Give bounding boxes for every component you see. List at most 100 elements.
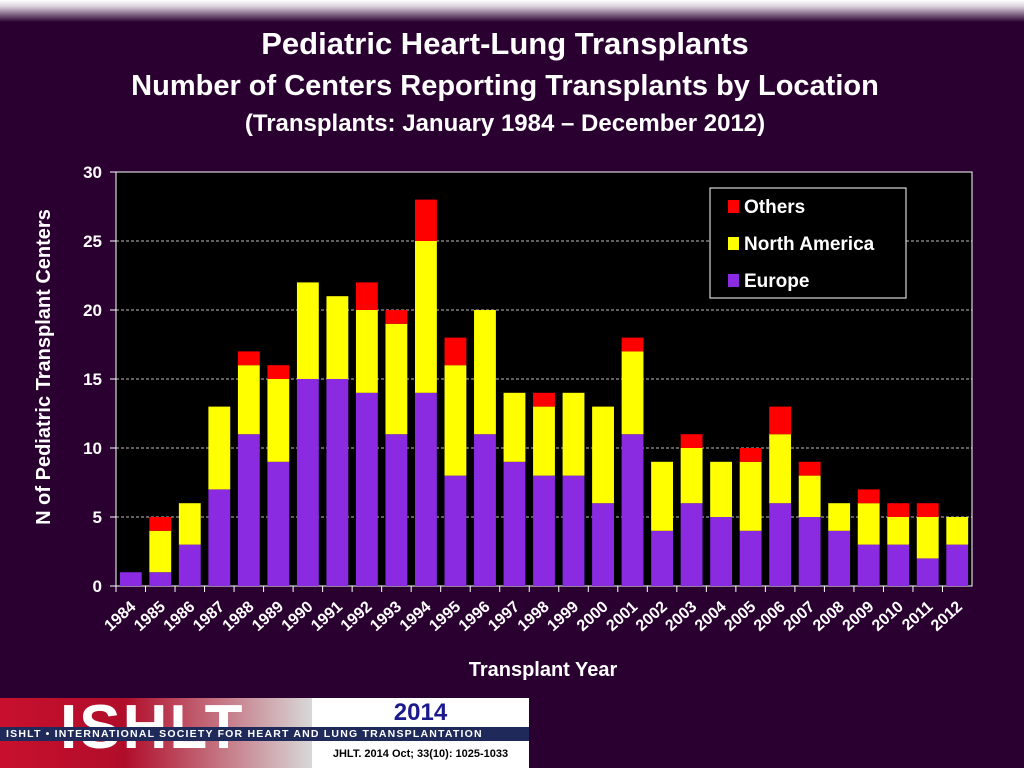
bar-others-1985 — [149, 517, 172, 531]
bar-europe-2004 — [710, 517, 733, 586]
bar-others-1998 — [533, 392, 555, 407]
bar-north-america-2000 — [592, 406, 614, 504]
bar-europe-1985 — [149, 572, 172, 586]
x-tick-label: 1987 — [190, 598, 228, 635]
bar-others-2001 — [621, 337, 644, 352]
bar-others-2010 — [887, 503, 910, 517]
bar-north-america-1987 — [208, 406, 231, 490]
bar-europe-2008 — [828, 530, 851, 586]
bar-others-1988 — [237, 351, 260, 366]
bar-north-america-1988 — [237, 365, 260, 435]
x-tick-label: 1993 — [367, 598, 405, 635]
bar-north-america-1985 — [149, 530, 172, 573]
x-tick-label: 1991 — [308, 598, 346, 635]
chart-date-range: (Transplants: January 1984 – December 20… — [244, 110, 766, 137]
bar-north-america-2011 — [916, 517, 939, 559]
bar-others-2011 — [916, 503, 939, 517]
x-tick-label: 1998 — [515, 598, 553, 635]
x-tick-label: 1997 — [485, 598, 523, 635]
bar-others-2007 — [798, 461, 821, 476]
bar-others-1992 — [355, 282, 378, 310]
bar-north-america-2008 — [828, 503, 851, 531]
bar-north-america-2004 — [710, 461, 733, 517]
citation: JHLT. 2014 Oct; 33(10): 1025-1033 — [332, 748, 509, 760]
organization-strip: ISHLT • INTERNATIONAL SOCIETY FOR HEART … — [0, 727, 529, 741]
bar-others-1993 — [385, 310, 408, 324]
bar-north-america-1986 — [178, 503, 201, 545]
bar-north-america-1989 — [267, 379, 290, 462]
x-tick-label: 2009 — [840, 598, 878, 635]
x-tick-label: 1994 — [397, 598, 435, 635]
bar-others-2003 — [680, 434, 703, 448]
bar-north-america-2005 — [739, 461, 762, 531]
bar-europe-1999 — [562, 475, 585, 586]
bar-north-america-1994 — [415, 241, 437, 393]
y-tick-label: 5 — [93, 508, 102, 527]
legend-swatch-north-america — [728, 237, 739, 250]
x-tick-label: 2007 — [781, 598, 819, 635]
bar-europe-2007 — [798, 517, 821, 586]
legend-label-others: Others — [744, 197, 805, 218]
bar-europe-2000 — [592, 503, 614, 586]
x-tick-label: 1988 — [220, 598, 258, 635]
bar-north-america-1995 — [444, 365, 467, 476]
x-tick-label: 1990 — [279, 598, 317, 635]
bar-north-america-1992 — [355, 310, 378, 393]
bar-north-america-2012 — [946, 517, 969, 545]
x-tick-label: 1992 — [338, 598, 376, 635]
x-tick-label: 2004 — [692, 598, 730, 635]
bar-north-america-1998 — [533, 406, 555, 476]
bar-europe-1984 — [119, 572, 142, 586]
x-tick-label: 2001 — [603, 598, 641, 635]
bar-others-2005 — [739, 448, 762, 462]
bar-europe-1994 — [415, 392, 437, 586]
x-tick-label: 1999 — [544, 598, 582, 635]
bar-north-america-1991 — [326, 296, 349, 379]
y-tick-label: 0 — [93, 577, 102, 596]
top-gradient-band — [0, 0, 1024, 22]
x-tick-label: 2000 — [574, 598, 612, 635]
bar-north-america-2003 — [680, 448, 703, 504]
year-badge: 2014 — [393, 699, 448, 726]
legend-swatch-europe — [728, 274, 739, 287]
legend-swatch-others — [728, 200, 739, 213]
bar-europe-1993 — [385, 434, 408, 586]
x-tick-label: 2010 — [869, 598, 907, 635]
y-tick-label: 15 — [83, 370, 102, 389]
bar-europe-1991 — [326, 379, 349, 586]
y-tick-label: 10 — [83, 439, 102, 458]
chart-title: Pediatric Heart-Lung Transplants — [261, 26, 749, 61]
bar-europe-2006 — [769, 503, 792, 586]
bar-north-america-2007 — [798, 475, 821, 517]
bar-europe-1997 — [503, 461, 526, 586]
x-tick-label: 2008 — [810, 598, 848, 635]
bar-others-1994 — [415, 199, 437, 241]
x-tick-label: 2011 — [899, 598, 936, 634]
x-tick-label: 1996 — [456, 598, 494, 635]
bar-europe-2012 — [946, 544, 969, 586]
bar-others-1989 — [267, 365, 290, 379]
x-tick-label: 1989 — [249, 598, 287, 635]
bar-europe-1986 — [178, 544, 201, 586]
y-axis-label: N of Pediatric Transplant Centers — [33, 209, 55, 525]
bar-north-america-1990 — [296, 282, 319, 379]
bar-north-america-1997 — [503, 392, 526, 462]
x-tick-label: 2003 — [662, 598, 700, 635]
x-tick-label: 1995 — [426, 598, 464, 635]
bar-europe-2002 — [651, 530, 673, 586]
bar-europe-2001 — [621, 434, 644, 586]
bar-europe-2009 — [857, 544, 880, 586]
x-tick-label: 2006 — [751, 598, 789, 635]
bar-europe-1989 — [267, 461, 290, 586]
stacked-bar-chart: 0 5 10 15 20 25 30 1984198519861987198819891990… — [33, 163, 973, 681]
bar-europe-1987 — [208, 489, 231, 586]
x-axis-label: Transplant Year — [469, 659, 618, 681]
bar-europe-1996 — [474, 434, 496, 586]
chart-subtitle: Number of Centers Reporting Transplants … — [131, 70, 879, 102]
bar-north-america-2009 — [857, 503, 880, 545]
bar-north-america-1993 — [385, 323, 408, 435]
legend-label-north-america: North America — [744, 234, 875, 255]
bar-europe-2005 — [739, 530, 762, 586]
bar-europe-1995 — [444, 475, 467, 586]
bar-europe-2011 — [916, 558, 939, 586]
